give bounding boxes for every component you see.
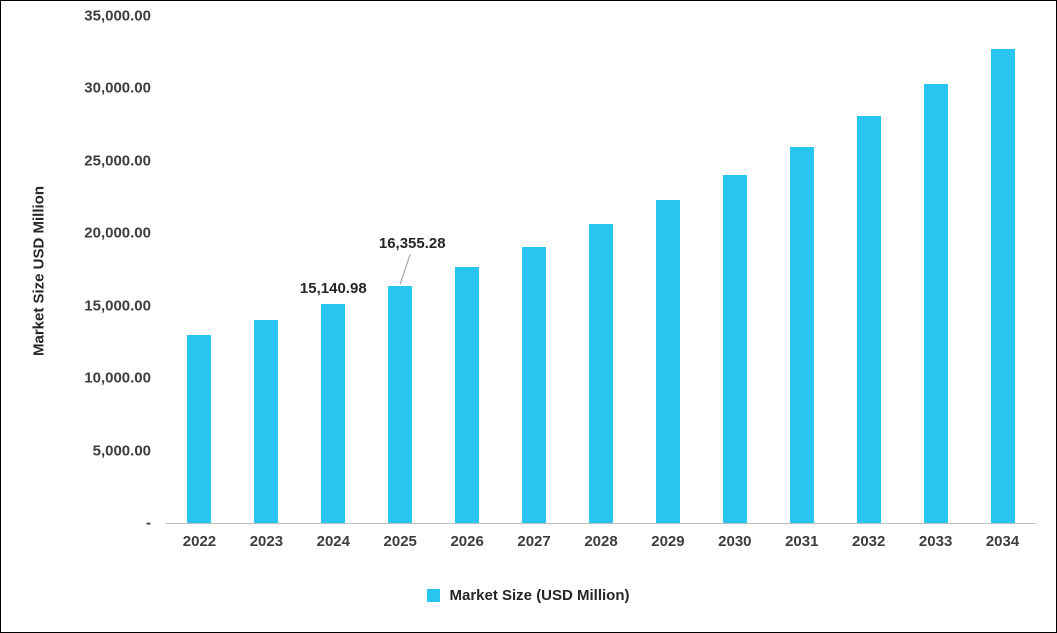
data-label-2025: 16,355.28 [378,235,446,253]
y-tick-label: - [146,514,151,532]
bar-2026 [455,267,480,523]
x-tick-label: 2034 [985,533,1020,550]
x-tick-label: 2032 [852,533,886,550]
bar-2025 [388,286,413,523]
x-tick-label: 2024 [316,533,350,550]
bar-2030 [722,174,747,523]
y-tick-label: 30,000.00 [84,79,151,97]
x-tick-label: 2025 [383,533,417,550]
y-tick-label: 20,000.00 [84,224,151,242]
y-tick-label: 10,000.00 [84,369,151,387]
x-tick-label: 2022 [182,533,217,550]
y-tick-label: 5,000.00 [92,442,151,460]
bar-2031 [789,146,814,523]
legend-swatch-icon [427,589,441,602]
bar-2023 [254,319,279,523]
x-tick-label: 2030 [718,533,752,550]
x-tick-label: 2023 [249,533,284,550]
bar-2024 [321,303,346,523]
legend-label: Market Size (USD Million) [449,587,630,604]
bar-2034 [990,48,1015,523]
x-tick-label: 2028 [584,533,618,550]
bar-2029 [655,200,680,523]
plot-area: 15,140.98 16,355.28 [166,16,1036,524]
y-tick-label: 15,000.00 [84,297,151,315]
x-tick-label: 2033 [918,533,953,550]
x-tick-label: 2027 [517,533,551,550]
legend: Market Size (USD Million) [1,587,1056,604]
x-axis-labels: 2022 2023 2024 2025 2026 2027 2028 2029 2030 2031… [166,533,1036,555]
bar-2028 [589,224,613,523]
x-tick-label: 2031 [785,533,819,550]
data-label-2024: 15,140.98 [299,279,367,297]
y-tick-label: 35,000.00 [84,7,151,25]
x-tick-label: 2029 [651,533,685,550]
y-axis-ticks: 35,000.00 30,000.00 25,000.00 20,000.00 15,0… [1,8,151,532]
bar-2032 [856,116,881,523]
bar-2022 [187,335,212,523]
y-tick-label: 25,000.00 [84,152,151,170]
bar-2027 [522,246,547,523]
x-tick-label: 2026 [450,533,484,550]
bar-2033 [923,83,948,523]
